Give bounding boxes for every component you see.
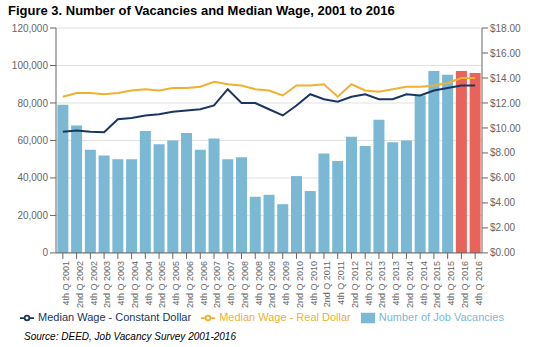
- svg-text:2nd Q 2010: 2nd Q 2010: [295, 261, 305, 308]
- svg-text:2nd Q 2005: 2nd Q 2005: [157, 261, 167, 308]
- svg-text:80,000: 80,000: [17, 98, 48, 109]
- svg-text:4th Q 2008: 4th Q 2008: [254, 261, 264, 306]
- svg-text:4th Q 2015: 4th Q 2015: [446, 261, 456, 306]
- svg-text:$16.00: $16.00: [490, 48, 521, 59]
- svg-text:20,000: 20,000: [17, 210, 48, 221]
- svg-text:$2.00: $2.00: [490, 222, 515, 233]
- svg-text:4th Q 2012: 4th Q 2012: [364, 261, 374, 306]
- svg-text:4th Q 2009: 4th Q 2009: [281, 261, 291, 306]
- svg-text:2nd Q 2013: 2nd Q 2013: [377, 261, 387, 308]
- svg-text:$4.00: $4.00: [490, 197, 515, 208]
- svg-text:60,000: 60,000: [17, 135, 48, 146]
- html-text:Source: DEED, Job Vacancy Surv: Source: DEED, Job Vacancy Survey 2001-20…: [24, 331, 236, 342]
- svg-text:4th Q 2003: 4th Q 2003: [116, 261, 126, 306]
- svg-text:0: 0: [42, 247, 48, 258]
- svg-text:2nd Q 2012: 2nd Q 2012: [350, 261, 360, 308]
- svg-text:2nd Q 2014: 2nd Q 2014: [405, 261, 415, 308]
- svg-text:2nd Q 2004: 2nd Q 2004: [130, 261, 140, 308]
- svg-text:2nd Q 2008: 2nd Q 2008: [240, 261, 250, 308]
- svg-text:4th Q 2011: 4th Q 2011: [336, 261, 346, 305]
- svg-text:4th Q 2010: 4th Q 2010: [309, 261, 319, 306]
- svg-text:2nd Q 2003: 2nd Q 2003: [102, 261, 112, 308]
- svg-text:2nd Q 2011: 2nd Q 2011: [322, 261, 332, 307]
- svg-text:40,000: 40,000: [17, 172, 48, 183]
- svg-text:2nd Q 2015: 2nd Q 2015: [432, 261, 442, 308]
- svg-text:$10.00: $10.00: [490, 123, 521, 134]
- svg-text:$8.00: $8.00: [490, 147, 515, 158]
- svg-text:2nd Q 2007: 2nd Q 2007: [212, 261, 222, 308]
- svg-text:4th Q 2014: 4th Q 2014: [419, 261, 429, 306]
- svg-text:4th Q 2005: 4th Q 2005: [171, 261, 181, 306]
- svg-text:4th Q 2002: 4th Q 2002: [89, 261, 99, 306]
- svg-text:2nd Q 2016: 2nd Q 2016: [460, 261, 470, 308]
- svg-text:$18.00: $18.00: [490, 23, 521, 34]
- html-text:Median Wage - Constant Dollar: Median Wage - Constant Dollar: [38, 310, 192, 323]
- svg-text:100,000: 100,000: [12, 60, 49, 71]
- svg-text:2nd Q 2002: 2nd Q 2002: [75, 261, 85, 308]
- svg-text:4th Q 2016: 4th Q 2016: [474, 261, 484, 306]
- html-text:Median Wage - Real Dollar: Median Wage - Real Dollar: [219, 310, 351, 323]
- svg-text:4th Q 2004: 4th Q 2004: [144, 261, 154, 306]
- svg-text:$12.00: $12.00: [490, 98, 521, 109]
- svg-text:$0.00: $0.00: [490, 247, 515, 258]
- svg-text:$14.00: $14.00: [490, 73, 521, 84]
- svg-text:4th Q 2001: 4th Q 2001: [61, 261, 71, 306]
- svg-text:$6.00: $6.00: [490, 172, 515, 183]
- svg-text:4th Q 2013: 4th Q 2013: [391, 261, 401, 306]
- html-text:Figure 3. Number of Vacancies: Figure 3. Number of Vacancies and Median…: [8, 3, 395, 18]
- svg-text:4th Q 2007: 4th Q 2007: [226, 261, 236, 306]
- html-text:Number of Job Vacancies: Number of Job Vacancies: [378, 310, 504, 323]
- svg-text:2nd Q 2006: 2nd Q 2006: [185, 261, 195, 308]
- svg-text:2nd Q 2009: 2nd Q 2009: [267, 261, 277, 308]
- svg-text:120,000: 120,000: [12, 23, 49, 34]
- svg-text:4th Q 2006: 4th Q 2006: [199, 261, 209, 306]
